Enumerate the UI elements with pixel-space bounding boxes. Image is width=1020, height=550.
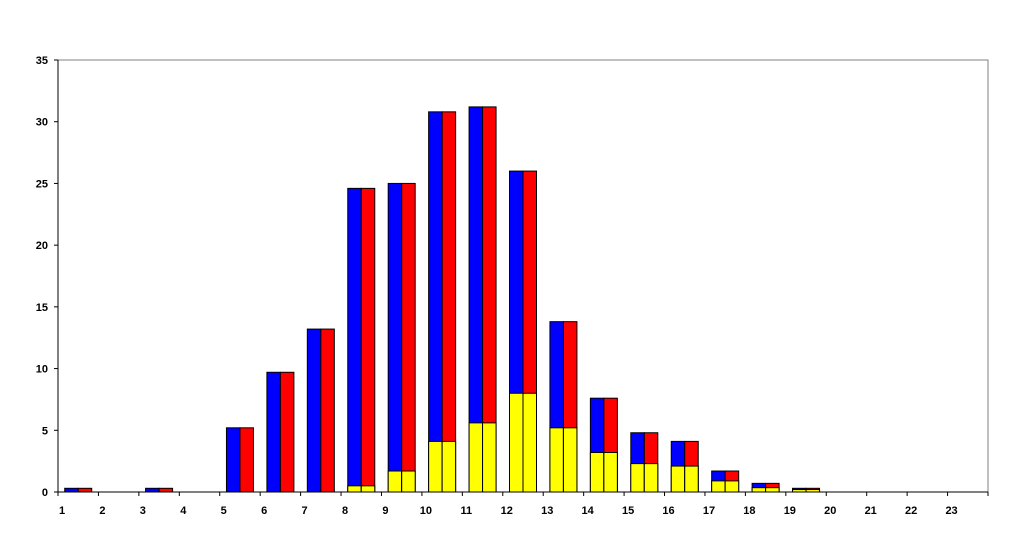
bar-overlay-series2-cat-8 — [360, 485, 376, 493]
bar-series2-cat-5 — [239, 427, 254, 493]
bar-series2-cat-10 — [441, 111, 457, 493]
bar-series2-cat-1 — [77, 487, 93, 493]
y-tick-label: 35 — [36, 55, 48, 67]
bar-overlay-series1-cat-10 — [428, 440, 443, 493]
x-tick-label: 23 — [945, 505, 957, 517]
y-tick-label: 5 — [42, 425, 48, 437]
bar-overlay-series2-cat-14 — [603, 452, 618, 493]
bar-overlay-series1-cat-12 — [509, 392, 524, 493]
bar-series1-cat-5 — [225, 427, 241, 493]
bar-overlay-series1-cat-15 — [630, 463, 645, 493]
x-tick-label: 5 — [221, 505, 227, 517]
bar-overlay-series1-cat-16 — [670, 465, 686, 493]
x-tick-label: 21 — [865, 505, 877, 517]
bar-overlay-series1-cat-14 — [589, 452, 605, 493]
bar-overlay-series1-cat-18 — [751, 487, 767, 493]
x-tick-label: 19 — [784, 505, 796, 517]
y-tick-label: 15 — [36, 302, 48, 314]
x-tick-label: 9 — [382, 505, 388, 517]
bar-series1-cat-3 — [145, 487, 160, 493]
x-tick-label: 8 — [342, 505, 348, 517]
bar-overlay-series2-cat-10 — [441, 440, 457, 493]
x-tick-label: 20 — [824, 505, 836, 517]
x-tick-label: 4 — [180, 505, 187, 517]
x-tick-label: 15 — [622, 505, 634, 517]
bar-overlay-series1-cat-17 — [711, 480, 726, 493]
bar-overlay-series2-cat-17 — [724, 480, 740, 493]
bar-overlay-series1-cat-11 — [468, 422, 484, 493]
y-tick-label: 20 — [36, 240, 48, 252]
x-tick-label: 14 — [582, 505, 595, 517]
bar-overlay-series2-cat-15 — [643, 463, 659, 493]
bar-series1-cat-7 — [306, 328, 322, 493]
x-tick-label: 7 — [302, 505, 308, 517]
bar-series1-cat-9 — [387, 182, 403, 493]
bar-overlay-series2-cat-12 — [522, 392, 537, 493]
bar-overlay-series2-cat-9 — [401, 470, 416, 493]
x-tick-label: 22 — [905, 505, 917, 517]
x-tick-label: 12 — [501, 505, 513, 517]
bar-series2-cat-8 — [360, 187, 376, 493]
bar-series2-cat-3 — [158, 487, 174, 493]
bar-series2-cat-6 — [279, 371, 295, 493]
x-tick-label: 18 — [743, 505, 755, 517]
bar-series1-cat-8 — [347, 187, 362, 493]
bar-overlay-series2-cat-18 — [765, 487, 780, 493]
bar-overlay-series1-cat-9 — [387, 470, 403, 493]
bar-overlay-series1-cat-8 — [347, 485, 362, 493]
y-tick-label: 0 — [42, 487, 48, 499]
x-tick-label: 13 — [541, 505, 553, 517]
bar-series1-cat-1 — [64, 487, 79, 493]
x-tick-label: 3 — [140, 505, 146, 517]
x-tick-label: 10 — [420, 505, 432, 517]
bar-series2-cat-9 — [401, 182, 416, 493]
x-tick-label: 11 — [461, 505, 473, 517]
x-tick-label: 1 — [59, 505, 65, 517]
y-tick-label: 10 — [36, 364, 48, 376]
bar-overlay-series2-cat-13 — [562, 427, 578, 493]
x-tick-label: 2 — [99, 505, 105, 517]
bar-overlay-series2-cat-16 — [684, 465, 699, 493]
x-tick-label: 6 — [261, 505, 267, 517]
bar-overlay-series2-cat-11 — [482, 422, 497, 493]
bar-series1-cat-6 — [266, 371, 281, 493]
y-tick-label: 30 — [36, 117, 48, 129]
x-tick-label: 17 — [703, 505, 715, 517]
bar-series1-cat-10 — [428, 111, 443, 493]
bars-group — [64, 106, 821, 493]
x-tick-label: 16 — [662, 505, 674, 517]
bar-overlay-series1-cat-13 — [549, 427, 564, 493]
y-tick-label: 25 — [36, 178, 48, 190]
bar-series2-cat-7 — [320, 328, 335, 493]
